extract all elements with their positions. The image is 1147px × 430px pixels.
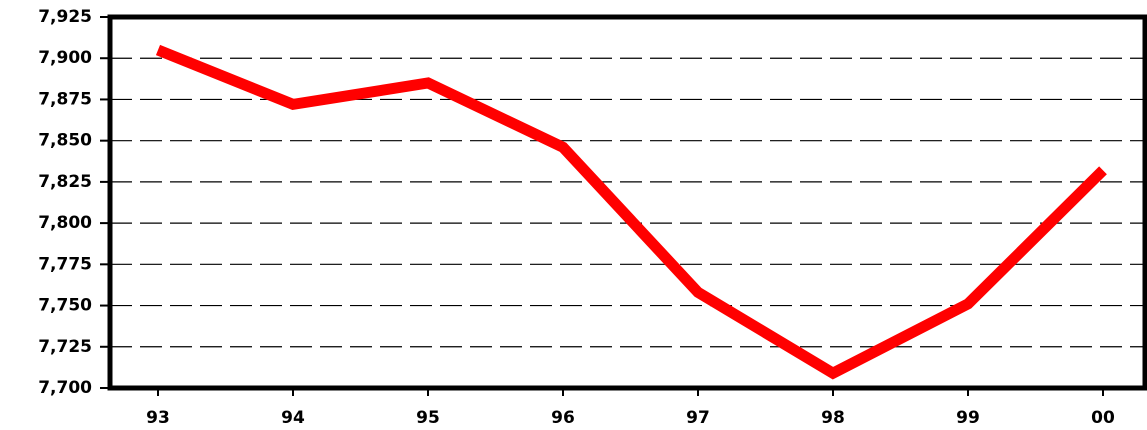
data-line (155, 44, 1107, 380)
x-tick-label: 93 (146, 408, 170, 428)
y-tick-label: 7,825 (38, 172, 92, 192)
y-tick-label: 7,700 (38, 378, 92, 398)
x-tick-label: 99 (956, 408, 980, 428)
y-tick-label: 7,775 (38, 254, 92, 274)
y-tick-label: 7,875 (38, 89, 92, 109)
y-tick-label: 7,850 (38, 131, 92, 151)
x-tick-label: 96 (551, 408, 575, 428)
y-tick-label: 7,750 (38, 296, 92, 316)
x-tick-label: 97 (686, 408, 710, 428)
x-tick-label: 98 (821, 408, 845, 428)
y-tick-label: 7,725 (38, 337, 92, 357)
x-tick-label: 94 (281, 408, 305, 428)
y-tick-label: 7,900 (38, 48, 92, 68)
x-tick-label: 95 (416, 408, 440, 428)
y-tick-label: 7,800 (38, 213, 92, 233)
plot-frame (107, 14, 1147, 391)
y-tick-label: 7,925 (38, 7, 92, 27)
x-tick-label: 00 (1091, 408, 1115, 428)
